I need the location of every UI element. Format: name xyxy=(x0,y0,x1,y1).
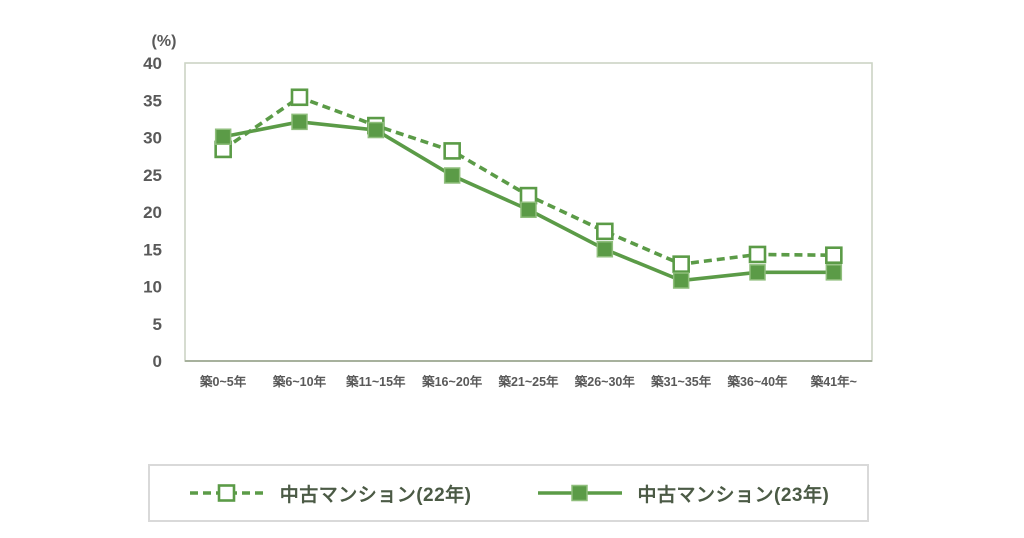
filled-square-marker xyxy=(367,121,385,139)
open-square-marker xyxy=(748,245,767,264)
line-chart: (%) 0 5 10 15 20 25 30 35 40 築0~5年 築6~10年 築11~15年築… xyxy=(143,33,873,389)
y-tick-label: 25 xyxy=(143,166,162,185)
legend-label-mansion-23: 中古マンション(23年) xyxy=(637,484,830,506)
series-mansion-23 xyxy=(214,113,843,289)
x-category-label: 築21~25年 xyxy=(497,374,559,389)
x-category-label: 築11~15年 xyxy=(345,374,406,389)
y-tick-label: 10 xyxy=(143,278,162,297)
x-category-label: 築41年~ xyxy=(810,374,857,389)
y-axis-tick-labels: 0 5 10 15 20 25 30 35 40 xyxy=(143,54,162,371)
y-tick-label: 15 xyxy=(143,240,162,259)
x-category-label: 築0~5年 xyxy=(199,374,247,389)
y-tick-label: 20 xyxy=(143,203,162,222)
open-square-marker xyxy=(443,142,461,160)
y-tick-label: 40 xyxy=(143,54,162,73)
y-axis-unit-label: (%) xyxy=(152,33,177,50)
legend: 中古マンション(22年) 中古マンション(23年) xyxy=(148,464,869,522)
legend-item-mansion-22: 中古マンション(22年) xyxy=(188,480,472,507)
x-category-label: 築31~35年 xyxy=(650,374,712,389)
filled-square-marker xyxy=(214,128,232,146)
filled-square-marker xyxy=(443,167,461,184)
y-tick-label: 5 xyxy=(153,315,162,334)
x-category-label: 築6~10年 xyxy=(272,374,327,389)
open-square-marker xyxy=(672,255,690,273)
filled-square-marker xyxy=(520,201,537,219)
filled-square-marker xyxy=(291,113,308,131)
data-series xyxy=(214,88,843,289)
open-square-marker xyxy=(519,186,538,205)
legend-label-mansion-22: 中古マンション(22年) xyxy=(279,484,472,506)
filled-square-marker xyxy=(596,241,614,258)
filled-square-marker xyxy=(825,264,843,281)
open-square-marker xyxy=(290,88,309,107)
x-category-label: 築36~40年 xyxy=(726,374,788,389)
filled-square-marker xyxy=(672,272,690,289)
solid-filled-square-sample-icon xyxy=(537,484,622,502)
x-axis-category-labels: 築0~5年 築6~10年 築11~15年 築16~20年 築21~25年 築26~30年築… xyxy=(199,374,857,389)
filled-square-marker xyxy=(749,264,766,281)
y-tick-label: 0 xyxy=(153,352,162,371)
x-category-label: 築26~30年 xyxy=(574,374,636,389)
dashed-open-square-sample-icon xyxy=(189,484,264,502)
open-square-marker xyxy=(596,222,614,241)
x-category-label: 築16~20年 xyxy=(421,374,483,389)
y-tick-label: 30 xyxy=(143,129,162,148)
open-square-marker xyxy=(825,246,843,265)
series-mansion-22 xyxy=(214,88,843,273)
legend-item-mansion-23: 中古マンション(23年) xyxy=(536,480,830,507)
plot-area: (%) 0510152025303540 築0~5年 築6~10年 築11~15年築… xyxy=(143,33,873,389)
y-tick-label: 35 xyxy=(143,91,162,110)
